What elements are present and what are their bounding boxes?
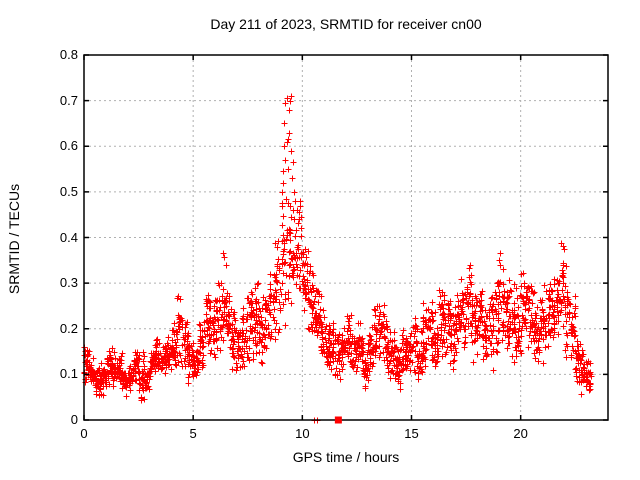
- grid-lines: [84, 55, 608, 420]
- y-tick-label: 0.1: [59, 366, 78, 382]
- x-tick-label: 5: [189, 426, 197, 441]
- y-tick-label: 0.3: [59, 275, 78, 291]
- x-tick-label: 0: [80, 426, 88, 441]
- scatter-points: [81, 93, 595, 424]
- y-tick-label: 0.5: [59, 183, 78, 199]
- baseline-square-marker: [334, 416, 342, 424]
- x-tick-label: 15: [404, 426, 419, 441]
- x-axis-label: GPS time / hours: [292, 449, 400, 465]
- y-tick-label: 0: [70, 412, 78, 427]
- y-tick-label: 0.4: [59, 229, 78, 245]
- axis-ticks: [83, 54, 608, 421]
- y-tick-label: 0.2: [59, 320, 78, 336]
- x-tick-label: 10: [295, 426, 310, 441]
- chart-title: Day 211 of 2023, SRMTID for receiver cn0…: [210, 16, 482, 32]
- y-tick-label: 0.8: [59, 47, 78, 62]
- y-tick-label: 0.7: [59, 92, 78, 108]
- y-tick-label: 0.6: [59, 138, 78, 154]
- x-tick-label: 20: [513, 426, 528, 441]
- y-axis-label: SRMTID / TECUs: [6, 183, 22, 295]
